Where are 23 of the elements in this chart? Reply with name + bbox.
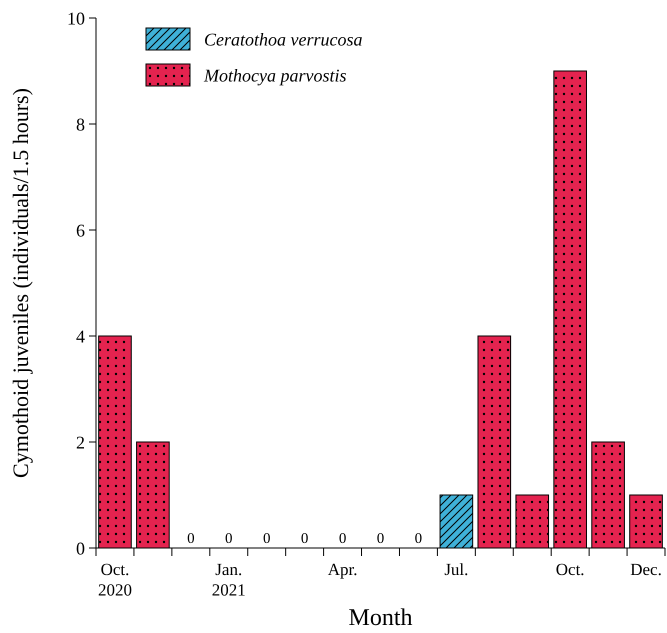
y-tick-label: 8 [76, 114, 85, 134]
data-label: 0 [225, 531, 233, 547]
legend-label: Mothocya parvostis [203, 65, 346, 86]
data-label: 0 [262, 531, 270, 547]
y-tick-label: 4 [76, 326, 85, 346]
y-tick-label: 10 [67, 8, 85, 28]
y-tick-label: 6 [76, 220, 85, 240]
x-tick-label: Jan. 2021 [212, 560, 246, 600]
data-label: 0 [376, 531, 384, 547]
y-axis-title: Cymothoid juveniles (individuals/1.5 hours) [8, 88, 33, 478]
x-axis-title: Month [348, 605, 413, 631]
y-tick-label: 2 [76, 432, 85, 452]
x-tick-label: Oct. [556, 560, 585, 579]
y-tick-label: 0 [76, 538, 85, 558]
x-tick-label: Apr. [328, 560, 358, 579]
data-label: 0 [414, 531, 422, 547]
data-label: 0 [338, 531, 346, 547]
x-tick-label: Oct. 2020 [98, 560, 132, 600]
data-label: 0 [300, 531, 308, 547]
legend-label: Ceratothoa verrucosa [204, 29, 362, 50]
data-label: 0 [187, 531, 195, 547]
x-tick-label: Jul. [444, 560, 468, 579]
x-tick-label: Dec. [630, 560, 662, 579]
